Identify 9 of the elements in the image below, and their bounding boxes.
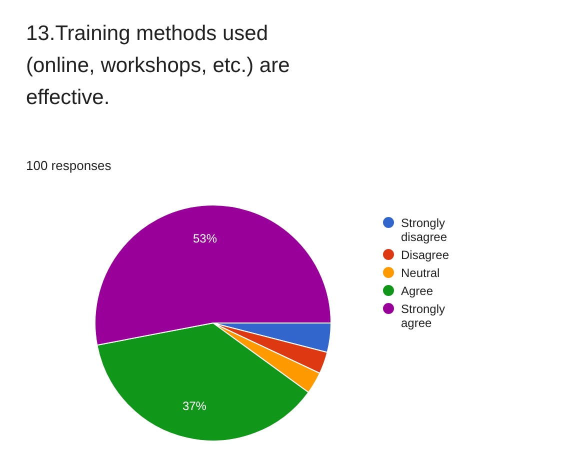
legend-label: Strongly agree	[401, 302, 446, 330]
legend-label: Agree	[401, 284, 434, 298]
legend-label: Strongly disagree	[401, 216, 448, 244]
legend-label: Neutral	[401, 266, 441, 280]
data-label: 53%	[192, 231, 218, 246]
data-label: 37%	[182, 398, 207, 413]
chart-subtitle: 100 responses	[26, 158, 112, 173]
legend-label: Disagree	[401, 248, 450, 262]
chart-title: 13.Training methods used (online, workshops, etc.) are effective.	[26, 21, 291, 111]
